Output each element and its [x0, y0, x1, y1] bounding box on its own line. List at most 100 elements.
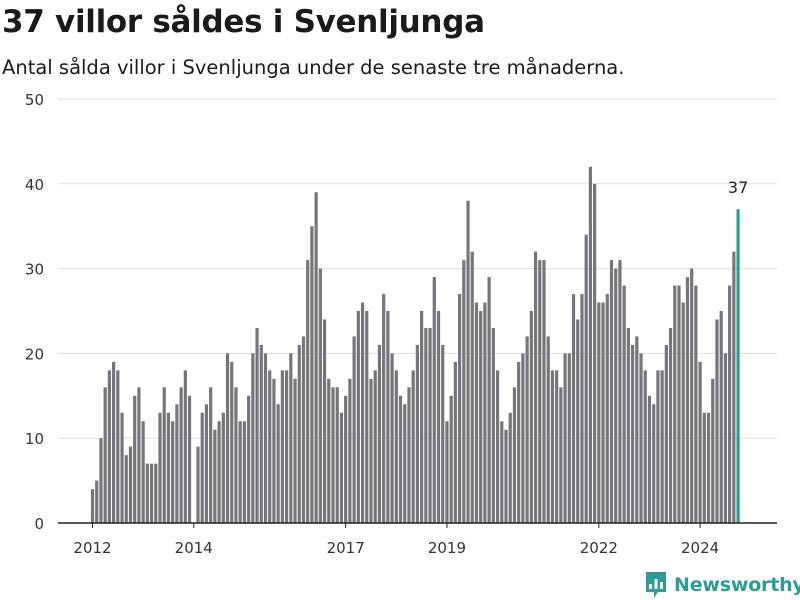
- bar: [398, 395, 403, 523]
- bar: [344, 395, 348, 523]
- bar: [348, 378, 352, 523]
- bar: [373, 370, 377, 523]
- bar: [306, 260, 310, 523]
- bar: [601, 302, 605, 523]
- bar: [728, 285, 732, 523]
- bar: [698, 361, 702, 523]
- bar: [495, 370, 500, 523]
- chart-title: 37 villor såldes i Svenljunga: [2, 4, 485, 40]
- bar: [500, 421, 504, 523]
- bar: [116, 370, 120, 523]
- bar: [626, 327, 630, 523]
- bar: [289, 353, 293, 523]
- bar: [128, 446, 133, 523]
- bar: [187, 395, 192, 523]
- bar: [474, 302, 479, 523]
- bar: [234, 387, 238, 523]
- bar: [335, 387, 339, 523]
- bar: [293, 378, 297, 523]
- bar: [365, 311, 369, 523]
- bar: [95, 480, 99, 523]
- bar: [107, 370, 111, 523]
- bar: [318, 268, 322, 523]
- newsworthy-logo: Newsworthy: [644, 570, 800, 600]
- x-tick-label: 2022: [580, 539, 618, 557]
- bar: [487, 277, 491, 523]
- brand-name: Newsworthy: [674, 574, 800, 596]
- bar: [576, 319, 580, 523]
- bar: [415, 344, 419, 523]
- bar: [382, 294, 386, 523]
- bar: [660, 370, 664, 523]
- bar: [424, 327, 428, 523]
- bar: [171, 421, 175, 523]
- bar: [432, 277, 436, 523]
- bar: [377, 344, 382, 523]
- bar: [407, 387, 411, 523]
- bar: [390, 353, 394, 523]
- bar: [584, 234, 588, 523]
- bar: [436, 311, 441, 523]
- bar: [525, 336, 529, 523]
- bar: [225, 353, 230, 523]
- chart-subtitle: Antal sålda villor i Svenljunga under de…: [2, 56, 625, 79]
- bar: [369, 378, 373, 523]
- bar: [196, 446, 200, 523]
- bar: [137, 387, 141, 523]
- bar: [247, 395, 251, 523]
- bar: [466, 200, 470, 523]
- bar: [571, 294, 576, 523]
- bar: [546, 336, 550, 523]
- bar: [517, 361, 521, 523]
- bar: [99, 438, 103, 523]
- bar: [297, 344, 301, 523]
- bar: [310, 226, 314, 523]
- bar: [360, 302, 365, 523]
- bar: [597, 302, 601, 523]
- bar: [715, 319, 719, 523]
- value-annotation: 37: [728, 178, 748, 197]
- bar: [103, 387, 107, 523]
- bar: [259, 344, 263, 523]
- bar: [411, 370, 415, 523]
- bar: [479, 311, 483, 523]
- bar: [470, 251, 474, 523]
- bar: [723, 353, 728, 523]
- bar: [272, 378, 276, 523]
- bar: [647, 395, 652, 523]
- bar: [120, 412, 124, 523]
- bar: [441, 344, 445, 523]
- bar: [133, 395, 137, 523]
- bar: [221, 412, 225, 523]
- bar: [352, 336, 356, 523]
- bar: [677, 285, 681, 523]
- bar: [702, 412, 706, 523]
- bar: [555, 370, 559, 523]
- bar: [301, 336, 306, 523]
- x-tick-label: 2014: [175, 539, 213, 557]
- bar: [204, 404, 209, 523]
- bar: [652, 404, 656, 523]
- bar: [149, 463, 154, 523]
- bar: [673, 285, 677, 523]
- bar: [280, 370, 284, 523]
- bar: [242, 421, 246, 523]
- bar: [263, 353, 268, 523]
- bar: [521, 353, 525, 523]
- x-tick-label: 2019: [428, 539, 466, 557]
- bar: [550, 370, 555, 523]
- bar: [183, 370, 187, 523]
- bar: [213, 429, 217, 523]
- bar: [635, 336, 639, 523]
- y-tick-label: 10: [25, 430, 44, 448]
- bar: [656, 370, 660, 523]
- bar: [420, 311, 424, 523]
- x-tick-label: 2017: [327, 539, 365, 557]
- bar: [255, 327, 259, 523]
- bar: [314, 192, 318, 523]
- bar: [403, 404, 407, 523]
- bar: [508, 412, 512, 523]
- bar: [563, 353, 567, 523]
- bar: [209, 387, 213, 523]
- bar: [538, 260, 542, 523]
